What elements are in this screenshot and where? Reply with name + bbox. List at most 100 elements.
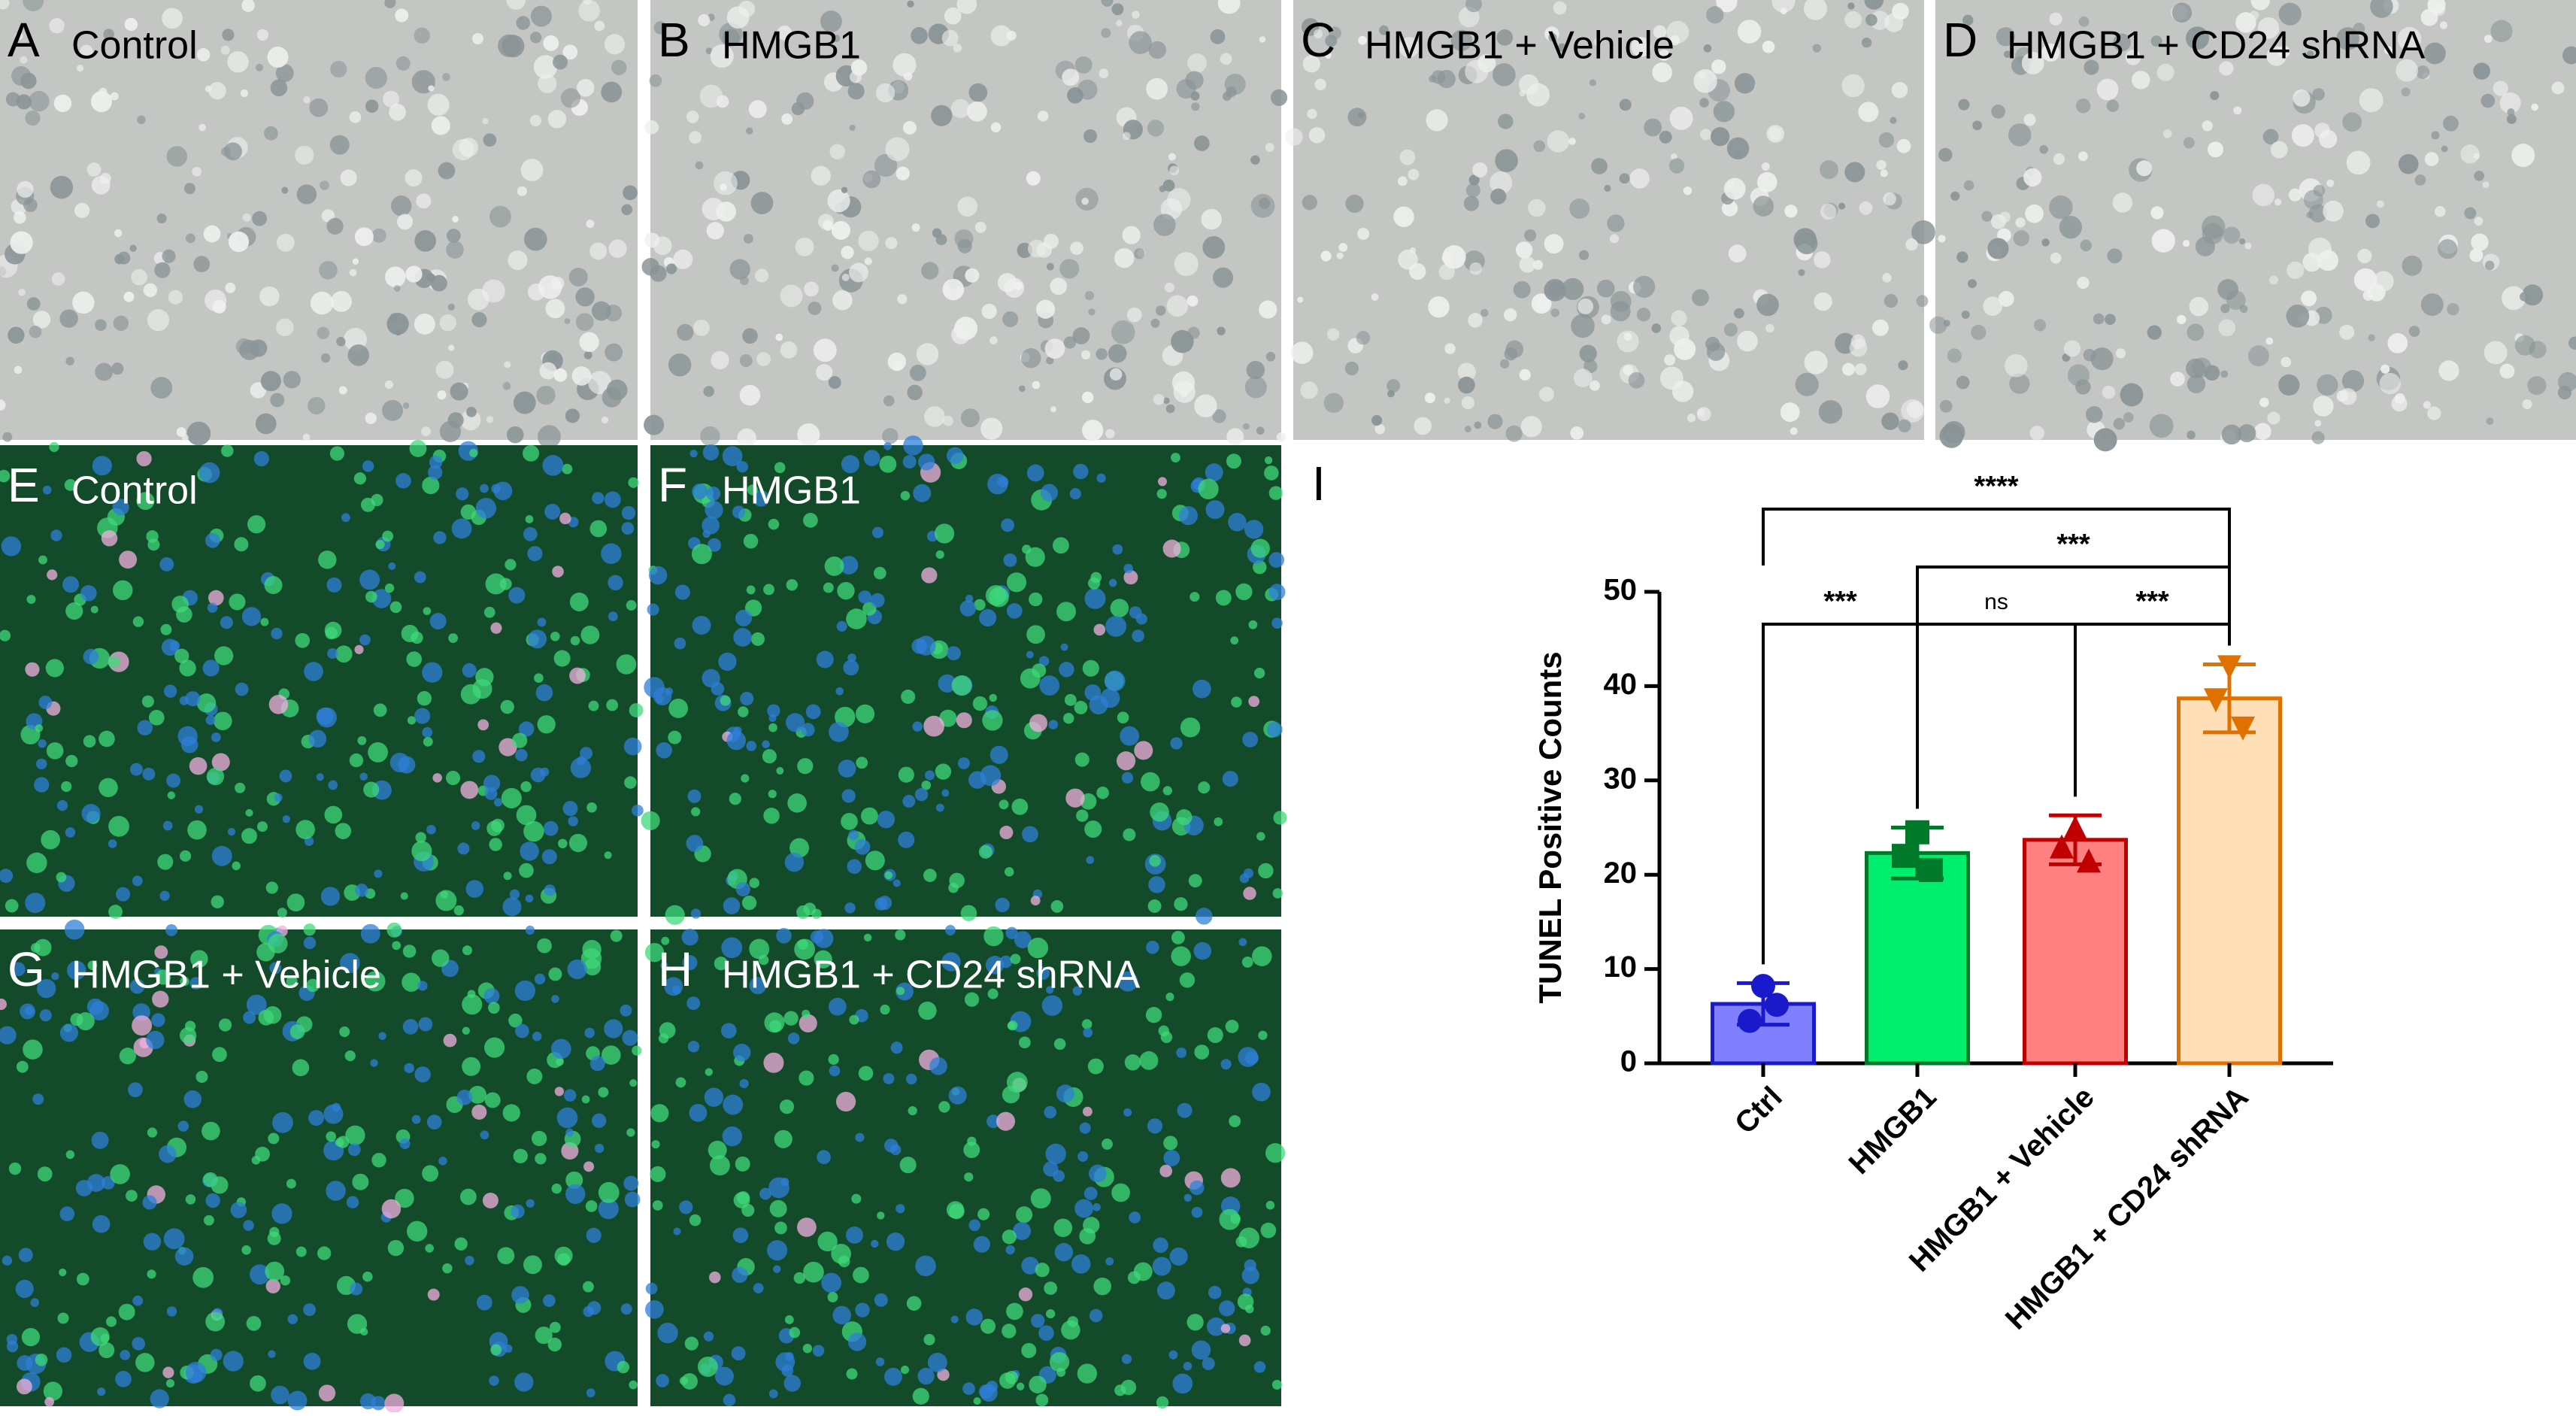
cell [681,929,699,946]
cell [784,1315,794,1324]
cell [823,220,834,231]
cell [1428,296,1450,318]
cell [223,142,242,161]
cell [384,0,396,8]
cell [168,290,183,305]
micrograph: D HMGB1 + CD24 shRNA [1929,0,2576,452]
cell [804,281,819,297]
cell [739,353,753,368]
cell [393,285,401,292]
cell [2420,293,2444,317]
cell [169,640,180,651]
cell [1183,1361,1193,1371]
cell [756,352,771,366]
cell [1461,396,1474,410]
cell [1958,99,1970,111]
cell [414,708,431,724]
cell [2220,370,2229,378]
cell [1054,1242,1074,1262]
cell [1082,420,1104,441]
cell [1271,1379,1282,1390]
cell [743,234,753,244]
cell [2424,152,2439,166]
cell [1105,615,1127,637]
cell [1276,432,1286,442]
cell [423,736,433,747]
cell [303,1352,321,1370]
cell [1896,138,1911,153]
micrograph: E Control [0,440,644,919]
cell [1169,165,1180,176]
cell [180,850,192,862]
cell [1248,696,1260,708]
cell [2136,160,2153,177]
cell [1320,250,1332,262]
cell [960,408,980,428]
data-point [2050,834,2074,859]
cell [1040,484,1059,502]
cell [1201,208,1222,230]
cell [911,223,920,232]
cell [485,573,507,595]
cell [1906,401,1924,418]
cell [1498,114,1514,129]
cell [817,1231,838,1252]
cell [502,382,511,390]
cell [1357,228,1370,240]
cell [1438,264,1455,280]
cell [286,975,298,987]
cell [1490,171,1513,194]
cell [2484,260,2495,271]
cell [1231,696,1242,708]
cell [330,60,347,78]
cell [1956,251,1968,263]
cell [1669,106,1693,130]
cell [679,1200,693,1214]
cell [893,879,901,887]
cell [1168,1350,1178,1360]
cell [0,1026,17,1045]
cell [2373,271,2394,292]
cell [823,582,834,593]
cell [2301,290,2317,307]
cell [1045,1143,1066,1165]
cell [210,1348,223,1361]
cell [177,726,198,747]
cell [289,1024,305,1039]
cell [154,945,168,960]
cell [1302,195,1317,211]
cell [644,414,665,435]
cell [1253,667,1265,679]
cell [1190,1180,1205,1196]
cell [162,820,173,831]
cell [1591,158,1608,174]
cell [120,1349,131,1360]
cell [517,186,527,196]
cell [1820,203,1837,220]
cell [65,1150,75,1160]
cell [900,1366,910,1375]
cell [1302,55,1320,73]
cell [2170,371,2185,387]
cell [763,808,780,824]
cell [51,272,65,286]
y-tick-label: 50 [1604,574,1638,607]
cell [629,703,644,717]
cell [1168,153,1176,161]
cell [160,623,172,635]
cell [1112,544,1123,555]
cell [438,1157,447,1166]
cell [251,1156,261,1165]
cell [1505,425,1523,442]
cell [1108,344,1127,363]
panel-label: Control [71,469,198,513]
cell [502,1104,520,1122]
cell [1658,49,1670,61]
cell [1939,399,1953,413]
cell [990,122,1002,133]
cell [37,978,56,999]
cell [241,1245,251,1255]
cell [797,1217,817,1237]
cell [978,844,993,859]
cell [265,881,278,894]
